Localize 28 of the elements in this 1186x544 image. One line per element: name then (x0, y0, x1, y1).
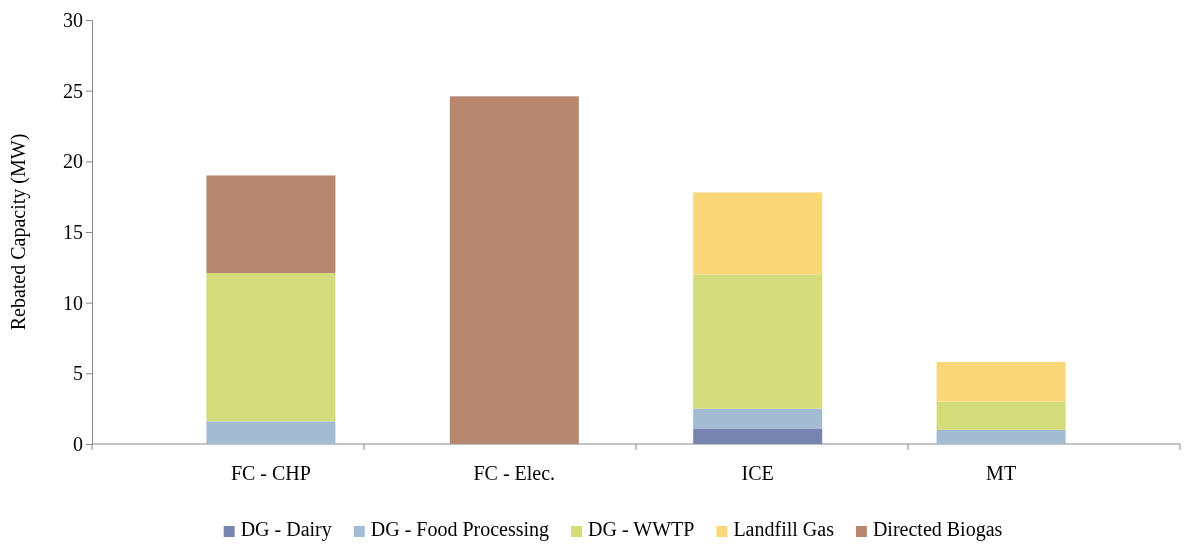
y-tick-label: 15 (63, 220, 83, 243)
x-tick-label: MT (986, 462, 1017, 484)
legend-label: DG - WWTP (588, 518, 695, 540)
bar (206, 421, 336, 444)
legend-label: Directed Biogas (872, 518, 1003, 541)
bar (693, 274, 823, 409)
bar (693, 408, 823, 429)
y-tick-label: 20 (63, 150, 83, 173)
y-tick-label: 25 (63, 79, 83, 102)
bar (693, 192, 823, 275)
legend-label: Landfill Gas (733, 518, 835, 540)
legend-label: DG - Food Processing (370, 518, 550, 541)
x-tick-label: FC - CHP (230, 462, 311, 484)
y-axis-title: Rebated Capacity (MW) (7, 133, 30, 331)
bar (693, 428, 823, 444)
bar (936, 362, 1066, 402)
bar (206, 175, 336, 273)
bar (936, 429, 1066, 444)
y-tick-label: 30 (63, 8, 83, 31)
y-tick-label: 0 (73, 432, 83, 455)
legend-label: DG - Dairy (240, 518, 332, 541)
bar (206, 272, 336, 422)
x-tick-label: ICE (741, 462, 774, 484)
x-tick-label: FC - Elec. (473, 462, 556, 484)
bar (936, 401, 1066, 430)
y-tick-label: 5 (73, 362, 83, 385)
bar (449, 96, 579, 444)
y-tick-label: 10 (63, 291, 83, 314)
